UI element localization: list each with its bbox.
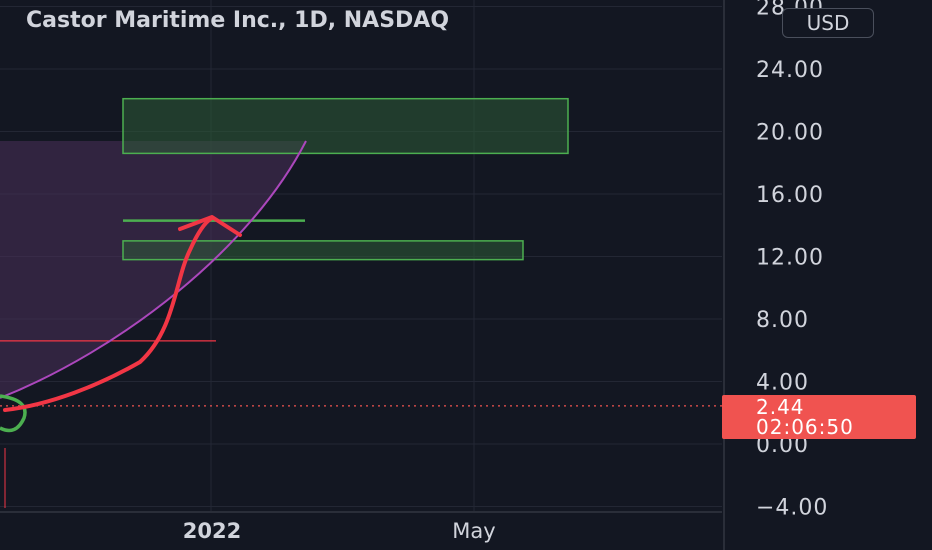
time-axis[interactable]: 2022 May <box>183 519 496 543</box>
price-tick-label: 12.00 <box>756 246 824 271</box>
time-tick-label: 2022 <box>183 519 241 543</box>
price-tick-label: 20.00 <box>756 121 824 146</box>
circle-mark <box>0 394 27 433</box>
last-price-label: 2.44 02:06:50 <box>722 395 916 439</box>
price-axis[interactable]: 28.0024.0020.0016.0012.008.004.000.00−4.… <box>756 0 828 521</box>
last-price-value: 2.44 <box>756 395 805 419</box>
price-tick-label: 8.00 <box>756 308 809 333</box>
lower-zone[interactable] <box>122 240 524 261</box>
price-tick-label: −4.00 <box>756 496 828 521</box>
price-tick-label: 4.00 <box>756 371 809 396</box>
forecast-arrow[interactable] <box>3 216 214 412</box>
parabolic-curve-fill <box>0 141 306 398</box>
price-tick-label: 24.00 <box>756 58 824 83</box>
price-tick-label: 16.00 <box>756 183 824 208</box>
upper-zone[interactable] <box>122 97 569 155</box>
time-tick-label: May <box>452 519 495 543</box>
forecast-arrow-head <box>178 215 242 237</box>
bar-countdown: 02:06:50 <box>756 415 854 439</box>
chart-title: Castor Maritime Inc., 1D, NASDAQ <box>26 8 450 33</box>
zone-boxes[interactable] <box>122 97 569 261</box>
currency-button[interactable]: USD <box>782 8 874 38</box>
